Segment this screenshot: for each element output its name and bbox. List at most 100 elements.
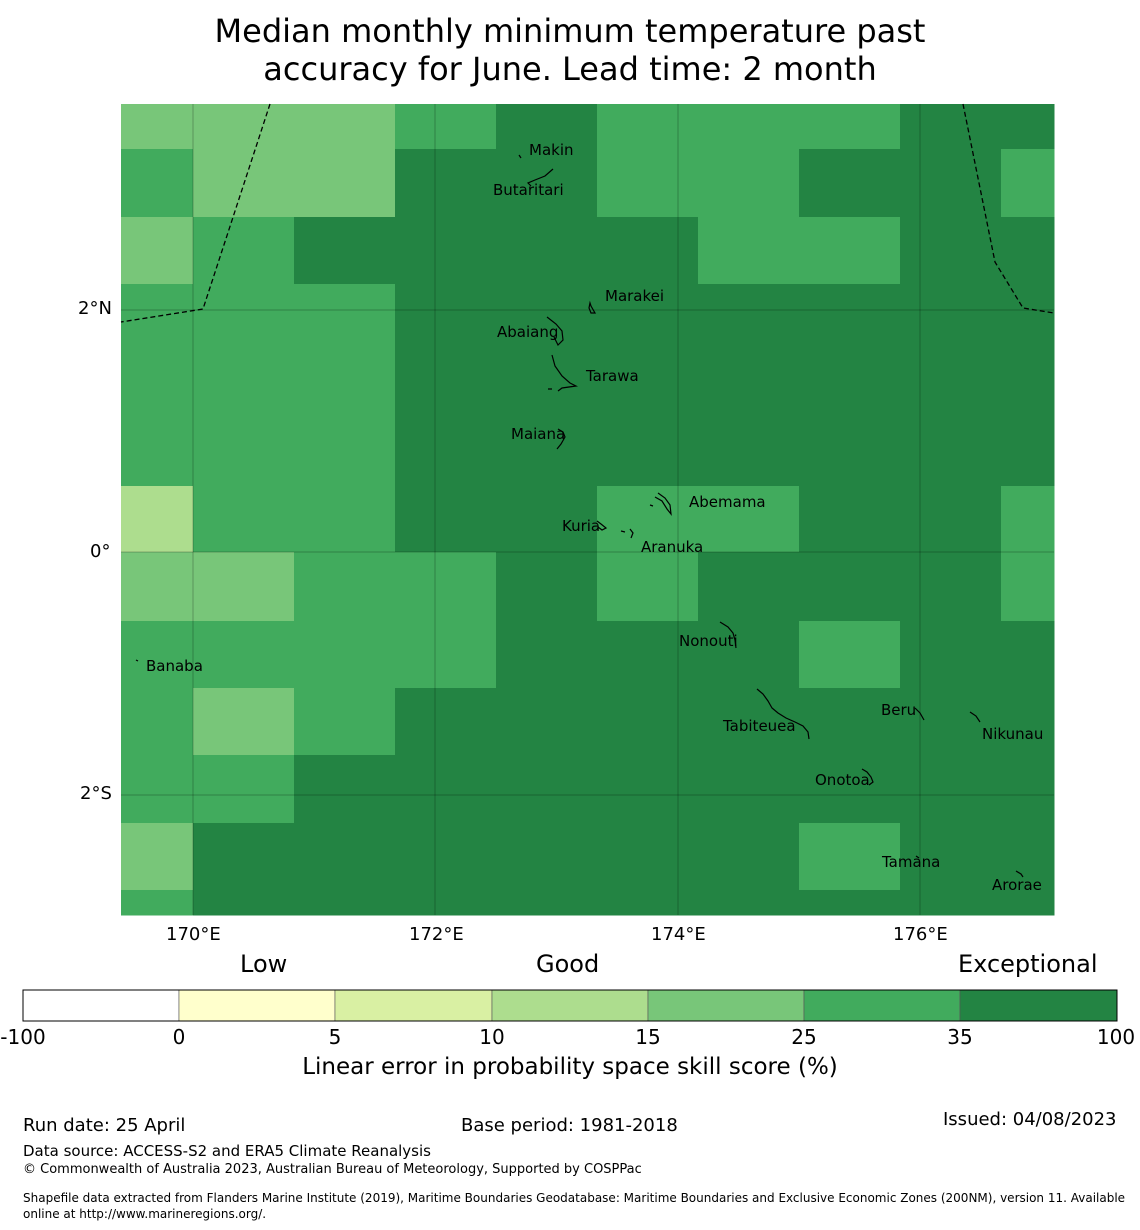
skill-cell-good-high	[395, 552, 497, 622]
skill-cell-good-mid	[121, 217, 194, 285]
skill-cell-exceptional	[395, 217, 497, 285]
colorbar-segment	[178, 989, 336, 1022]
skill-cell-exceptional	[294, 823, 396, 891]
skill-cell-exceptional	[193, 890, 295, 916]
skill-cell-good-mid	[193, 552, 295, 622]
skill-cell-exceptional	[799, 351, 901, 419]
skill-cell-good-high	[698, 217, 800, 285]
island-label-onotoa: Onotoa	[815, 771, 870, 789]
skill-cell-exceptional	[799, 755, 901, 824]
skill-cell-good-high	[395, 621, 497, 689]
skill-cell-exceptional	[900, 688, 1002, 756]
x-tick-label: 176°E	[893, 924, 948, 945]
graticule	[121, 104, 1054, 915]
island-label-banaba: Banaba	[146, 657, 203, 675]
skill-cell-good-mid	[121, 104, 194, 150]
skill-cell-exceptional	[496, 486, 598, 553]
skill-cell-exceptional	[900, 755, 1002, 824]
skill-cell-exceptional	[1001, 217, 1055, 285]
skill-cell-exceptional	[395, 688, 497, 756]
skill-cell-good-mid	[294, 149, 396, 218]
skill-cell-exceptional	[799, 149, 901, 218]
skill-cell-exceptional	[496, 552, 598, 622]
island-shape-tarawa	[548, 354, 578, 392]
island-shape-maiana	[556, 428, 566, 450]
skill-cell-good-high	[698, 149, 800, 218]
island-shape-nonouti	[719, 621, 737, 649]
skill-cell-exceptional	[1001, 890, 1055, 916]
island-label-makin: Makin	[529, 141, 574, 159]
skill-cell-exceptional	[900, 284, 1002, 352]
island-label-kuria: Kuria	[562, 517, 601, 535]
skill-cell-exceptional	[496, 104, 598, 150]
skill-cell-good-high	[193, 217, 295, 285]
skill-cell-exceptional	[496, 284, 598, 352]
skill-cell-exceptional	[496, 351, 598, 419]
colorbar-label: Linear error in probability space skill …	[302, 1054, 838, 1080]
island-shape-onotoa	[861, 768, 874, 786]
skill-cell-good-low	[121, 486, 194, 553]
skill-cell-exceptional	[698, 418, 800, 487]
island-label-arorae: Arorae	[992, 876, 1042, 894]
skill-cell-good-high	[799, 823, 901, 891]
skill-cell-good-high	[193, 351, 295, 419]
colorbar-tick-label: 35	[947, 1025, 973, 1049]
copyright: © Commonwealth of Australia 2023, Austra…	[23, 1162, 642, 1177]
run-date: Run date: 25 April	[23, 1115, 186, 1136]
legend-category-low: Low	[240, 950, 288, 978]
island-shape-tamana	[915, 855, 920, 859]
skill-cell-good-high	[799, 217, 901, 285]
island-shape-nikunau	[969, 711, 981, 723]
skill-cell-exceptional	[395, 890, 497, 916]
island-shape-kuria	[596, 520, 608, 531]
skill-cell-good-high	[193, 755, 295, 824]
skill-cell-good-high	[1001, 149, 1055, 218]
island-label-nonouti: Nonouti	[679, 632, 738, 650]
skill-cell-exceptional	[900, 486, 1002, 553]
skill-cell-good-high	[121, 621, 194, 689]
skill-cell-exceptional	[294, 890, 396, 916]
skill-cell-exceptional	[698, 621, 800, 689]
x-tick-label: 172°E	[409, 924, 464, 945]
skill-cell-exceptional	[597, 621, 699, 689]
skill-cell-exceptional	[1001, 688, 1055, 756]
base-period: Base period: 1981-2018	[461, 1115, 678, 1136]
skill-cell-exceptional	[597, 890, 699, 916]
skill-cell-good-high	[193, 284, 295, 352]
colorbar-segment	[647, 989, 805, 1022]
skill-cell-exceptional	[496, 688, 598, 756]
skill-cell-good-high	[395, 104, 497, 150]
island-shape-abaiang	[546, 316, 564, 347]
skill-cell-good-high	[1001, 486, 1055, 553]
colorbar-frame	[22, 989, 1118, 1022]
skill-cell-good-high	[597, 552, 699, 622]
skill-cell-exceptional	[799, 552, 901, 622]
legend-category-good: Good	[536, 950, 600, 978]
data-source: Data source: ACCESS-S2 and ERA5 Climate …	[23, 1142, 431, 1160]
skill-cell-exceptional	[193, 823, 295, 891]
skill-cell-good-high	[1001, 552, 1055, 622]
skill-cell-good-high	[121, 418, 194, 487]
skill-cell-exceptional	[597, 217, 699, 285]
island-label-tarawa: Tarawa	[586, 367, 639, 385]
y-tick-label: 2°S	[80, 783, 112, 804]
skill-cell-good-high	[121, 149, 194, 218]
skill-cell-exceptional	[900, 621, 1002, 689]
skill-cell-good-high	[193, 486, 295, 553]
island-shape-abemama	[649, 492, 672, 516]
island-label-butaritari: Butaritari	[493, 181, 564, 199]
skill-cell-exceptional	[597, 418, 699, 487]
skill-cell-exceptional	[698, 890, 800, 916]
skill-cell-exceptional	[395, 149, 497, 218]
skill-cell-good-high	[294, 284, 396, 352]
skill-cell-exceptional	[496, 217, 598, 285]
skill-cell-exceptional	[799, 418, 901, 487]
skill-cell-exceptional	[597, 351, 699, 419]
skill-cell-exceptional	[294, 217, 396, 285]
skill-cell-good-mid	[193, 688, 295, 756]
skill-cell-good-high	[698, 486, 800, 553]
issued-date: Issued: 04/08/2023	[943, 1109, 1117, 1130]
skill-cell-exceptional	[698, 552, 800, 622]
skill-cell-good-high	[121, 755, 194, 824]
